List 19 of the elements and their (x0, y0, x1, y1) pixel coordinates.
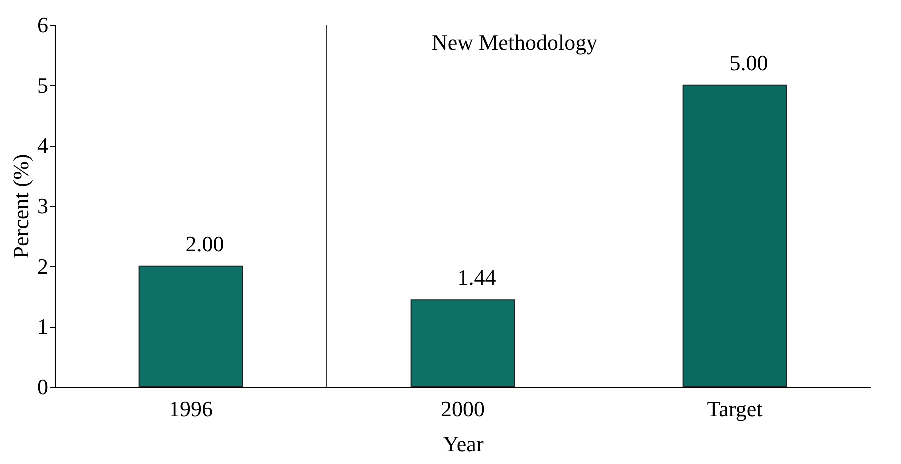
y-axis-title: Percent (%) (8, 154, 34, 259)
bar (410, 300, 516, 388)
y-tick-label: 2 (38, 254, 48, 279)
bar (682, 84, 788, 388)
data-label: 2.00 (186, 231, 224, 256)
y-tick-label: 4 (38, 133, 48, 158)
y-tick-label: 0 (38, 374, 48, 400)
annotation: New Methodology (432, 30, 598, 55)
x-tick-label: Target (707, 396, 763, 422)
y-tick-label: 1 (38, 314, 48, 340)
x-tick-label: 2000 (441, 396, 485, 422)
x-axis-title: Year (443, 432, 484, 456)
y-tick-label: 5 (38, 72, 48, 98)
y-tick-label: 3 (38, 194, 48, 218)
bar (138, 266, 244, 388)
data-label: 5.00 (730, 50, 768, 76)
data-label: 1.44 (458, 265, 496, 290)
x-tick-label: 1996 (169, 396, 213, 422)
y-tick-label: 6 (38, 12, 48, 38)
